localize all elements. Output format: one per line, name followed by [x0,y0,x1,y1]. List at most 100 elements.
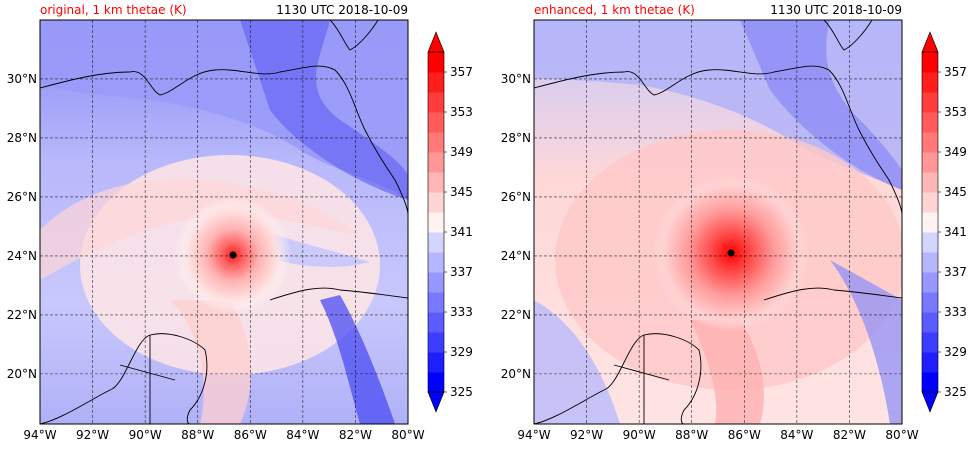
colorbar-band [428,112,444,133]
panel-title-right: 1130 UTC 2018-10-09 [770,3,902,17]
colorbar-tick-label: 349 [944,145,967,159]
colorbar-tick-label: 333 [450,305,473,319]
colorbar-band [428,332,444,353]
coastlines [534,20,902,424]
panel-enhanced: enhanced, 1 km thetae (K) 1130 UTC 2018-… [501,3,919,442]
colorbar-outline [921,51,939,393]
colorbar-band [428,352,444,373]
colorbar-band [428,72,444,93]
panel-title-right: 1130 UTC 2018-10-09 [276,3,408,17]
lon-tick-label: 82°W [339,428,372,442]
colorbar-band [922,272,938,293]
lon-tick-label: 90°W [129,428,162,442]
lat-tick-label: 26°N [501,190,531,204]
lat-tick-label: 20°N [7,367,37,381]
lon-tick-label: 84°W [780,428,813,442]
colorbar-band [428,312,444,333]
lat-tick-label: 22°N [7,308,37,322]
storm-center-marker [229,251,237,259]
colorbar-band [428,372,444,393]
lat-tick-label: 28°N [7,131,37,145]
lon-tick-label: 80°W [391,428,424,442]
colorbar-min-extension [427,391,445,413]
storm-center-marker [727,249,735,257]
lon-tick-label: 88°W [181,428,214,442]
colorbar-tick-label: 329 [450,345,473,359]
lon-tick-labels: 94°W 92°W 90°W 88°W 86°W 84°W 82°W 80°W [23,428,424,442]
thetae-field [40,20,408,424]
lon-tick-label: 84°W [286,428,319,442]
colorbar-tick-labels: 325 329 333 337 341 345 349 353 357 [444,65,473,399]
lat-tick-label: 28°N [501,131,531,145]
colorbar-outline [427,51,445,393]
panel-title-left: enhanced, 1 km thetae (K) [534,3,695,17]
colorbar-band [922,212,938,233]
lat-tick-labels: 20°N 22°N 24°N 26°N 28°N 30°N [7,72,37,381]
colorbar-band [428,92,444,113]
lon-tick-label: 86°W [234,428,267,442]
colorbar-tick-label: 325 [450,385,473,399]
colorbar-band [922,252,938,273]
colorbar-enhanced: 325 329 333 337 341 345 349 353 357 [921,31,967,413]
colorbar-band [922,132,938,153]
lon-tick-label: 92°W [76,428,109,442]
colorbar-band [922,232,938,253]
colorbar-band [428,52,444,73]
colorbar-band [428,252,444,273]
colorbar-band [922,332,938,353]
gridlines [533,20,903,424]
lon-tick-label: 94°W [23,428,56,442]
colorbar-band [922,312,938,333]
colorbar-tick-label: 357 [450,65,473,79]
lat-tick-label: 30°N [501,72,531,86]
colorbar-band [922,92,938,113]
lon-tick-label: 90°W [623,428,656,442]
lon-tick-label: 94°W [517,428,550,442]
colorbar-tick-label: 353 [944,105,967,119]
colorbar-tick-label: 353 [450,105,473,119]
panel-original: original, 1 km thetae (K) 1130 UTC 2018-… [7,3,425,442]
colorbar-min-extension [921,391,939,413]
lat-tick-label: 26°N [7,190,37,204]
colorbar-max-extension [427,31,445,53]
colorbar-band [428,132,444,153]
coastlines [40,20,408,424]
lat-tick-label: 24°N [7,249,37,263]
colorbar-tick-label: 325 [944,385,967,399]
colorbar-original: 325 329 333 337 341 345 349 353 357 [427,31,473,413]
lon-tick-label: 86°W [728,428,761,442]
lon-tick-label: 82°W [833,428,866,442]
colorbar-band [428,172,444,193]
lon-tick-label: 80°W [885,428,918,442]
thetae-field [534,20,902,424]
lat-tick-label: 30°N [7,72,37,86]
colorbar-band [922,192,938,213]
colorbar-tick-label: 341 [450,225,473,239]
panel-title-left: original, 1 km thetae (K) [40,3,187,17]
colorbar-band [922,112,938,133]
colorbar-band [922,292,938,313]
lat-tick-label: 24°N [501,249,531,263]
colorbar-tick-label: 357 [944,65,967,79]
lon-tick-label: 88°W [675,428,708,442]
colorbar-tick-labels: 325 329 333 337 341 345 349 353 357 [938,65,967,399]
colorbar-tick-label: 337 [944,265,967,279]
colorbar-band [922,372,938,393]
lon-tick-labels: 94°W 92°W 90°W 88°W 86°W 84°W 82°W 80°W [517,428,918,442]
colorbar-tick-label: 345 [944,185,967,199]
colorbar-tick-label: 349 [450,145,473,159]
lat-tick-label: 22°N [501,308,531,322]
lat-tick-label: 20°N [501,367,531,381]
lat-tick-labels: 20°N 22°N 24°N 26°N 28°N 30°N [501,72,531,381]
colorbar-band [922,52,938,73]
map-frame [39,19,409,425]
colorbar-tick-label: 341 [944,225,967,239]
colorbar-tick-label: 345 [450,185,473,199]
colorbar-band [428,192,444,213]
colorbar-band [428,212,444,233]
colorbar-band [922,352,938,373]
colorbar-band [922,172,938,193]
colorbar-tick-label: 329 [944,345,967,359]
colorbar-tick-label: 337 [450,265,473,279]
colorbar-tick-label: 333 [944,305,967,319]
